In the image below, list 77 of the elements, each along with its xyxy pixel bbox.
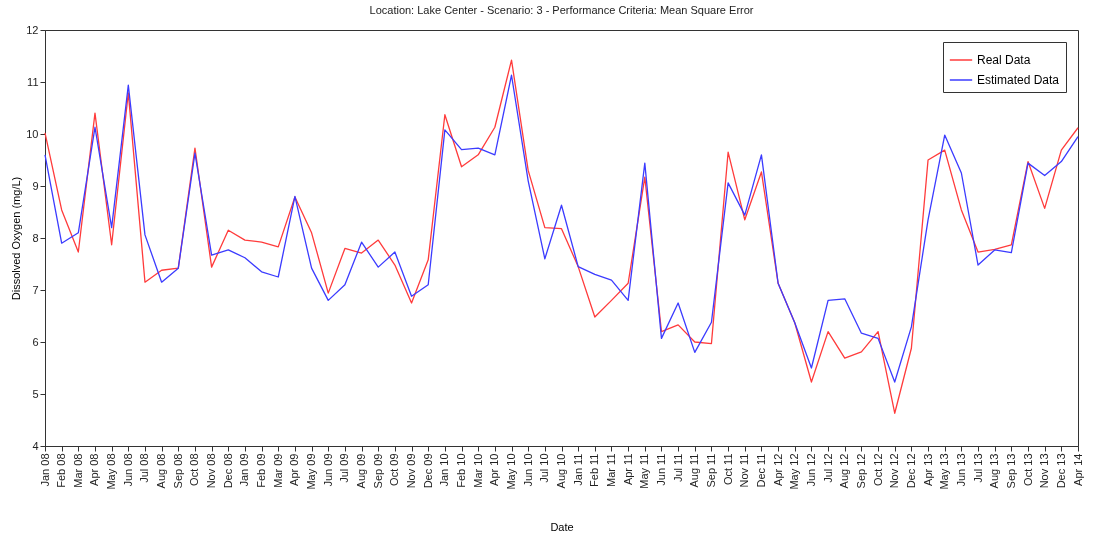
x-tick-label: Jun 13 [954, 453, 967, 487]
x-tick-label: Dec 11 [754, 453, 767, 488]
x-tick-label: Feb 08 [55, 453, 68, 488]
x-tick-label: Apr 14 [1071, 453, 1084, 486]
y-tick-label: 4 [32, 439, 39, 452]
x-tick-label: Aug 11 [688, 453, 701, 488]
x-tick-label: Jul 08 [138, 453, 151, 483]
x-tick-label: May 08 [105, 453, 118, 490]
y-tick-label: 8 [32, 231, 39, 244]
y-tick-label: 5 [32, 387, 39, 400]
x-tick-label: Sep 08 [171, 453, 184, 489]
y-tick-label: 11 [27, 75, 39, 88]
x-tick-label: May 09 [305, 453, 318, 490]
x-tick-label: Mar 10 [471, 453, 484, 488]
x-tick-label: Feb 09 [255, 453, 268, 488]
x-tick-label: Mar 09 [271, 453, 284, 488]
x-tick-label: Jun 09 [321, 453, 334, 487]
x-tick-label: Apr 12 [771, 453, 784, 486]
x-tick-label: Mar 11 [604, 453, 617, 487]
chart-title: Location: Lake Center - Scenario: 3 - Performance Criteria: Mean Square Error [369, 4, 754, 16]
x-tick-label: May 12 [788, 453, 801, 490]
x-tick-label: Nov 11 [738, 453, 751, 488]
x-tick-label: Sep 09 [371, 453, 384, 489]
x-tick-label: Nov 09 [405, 453, 418, 489]
y-tick-label: 9 [32, 179, 39, 192]
x-tick-label: Apr 08 [88, 453, 101, 486]
x-tick-label: Dec 09 [421, 453, 434, 489]
x-tick-label: Oct 12 [871, 453, 884, 486]
legend-label: Real Data [977, 53, 1031, 67]
x-tick-label: Feb 11 [588, 453, 601, 487]
x-tick-label: Oct 11 [721, 453, 734, 486]
x-tick-label: Oct 09 [388, 453, 401, 486]
y-axis-title: Dissolved Oxygen (mg/L) [10, 176, 23, 301]
x-tick-label: Nov 08 [205, 453, 218, 489]
x-tick-label: Aug 08 [155, 453, 168, 489]
y-tick-label: 6 [32, 335, 39, 348]
x-tick-label: Apr 10 [488, 453, 501, 486]
x-tick-label: Apr 13 [921, 453, 934, 486]
y-tick-label: 12 [26, 23, 39, 36]
x-tick-label: Dec 12 [904, 453, 917, 489]
y-tick-label: 10 [26, 127, 39, 140]
x-tick-label: May 11 [638, 453, 651, 489]
x-axis-title: Date [550, 520, 574, 533]
x-tick-label: Jul 10 [538, 453, 551, 483]
x-tick-label: Dec 08 [221, 453, 234, 489]
x-tick-label: Sep 12 [854, 453, 867, 489]
x-tick-label: Jan 08 [38, 453, 51, 487]
x-tick-label: Jun 10 [521, 453, 534, 487]
x-tick-label: Jun 12 [804, 453, 817, 487]
x-tick-label: Jul 13 [971, 453, 984, 483]
x-tick-label: Mar 08 [71, 453, 84, 488]
x-tick-label: Jul 09 [338, 453, 351, 483]
x-tick-label: Feb 10 [455, 453, 468, 488]
x-tick-label: Jul 11 [671, 453, 684, 483]
x-tick-label: Jun 08 [121, 453, 134, 487]
x-tick-label: Nov 13 [1038, 453, 1051, 489]
legend-label: Estimated Data [977, 73, 1060, 87]
x-tick-label: Apr 11 [621, 453, 634, 486]
x-tick-label: Aug 09 [355, 453, 368, 489]
x-tick-label: Oct 13 [1021, 453, 1034, 486]
x-tick-label: Jul 12 [821, 453, 834, 483]
x-tick-label: Jun 11 [654, 453, 667, 486]
x-tick-label: May 13 [938, 453, 951, 490]
x-tick-label: Aug 12 [838, 453, 851, 489]
x-tick-label: Jan 10 [438, 453, 451, 487]
x-tick-label: Sep 13 [1004, 453, 1017, 489]
x-tick-label: Jan 09 [238, 453, 251, 487]
x-tick-label: Sep 11 [704, 453, 717, 488]
x-tick-label: Aug 13 [988, 453, 1001, 489]
x-tick-label: Dec 13 [1054, 453, 1067, 489]
x-tick-label: Oct 08 [188, 453, 201, 486]
x-tick-label: Aug 10 [555, 453, 567, 489]
y-tick-label: 7 [32, 283, 39, 296]
x-tick-label: Jan 11 [571, 453, 584, 486]
x-tick-label: May 10 [505, 453, 518, 490]
x-tick-label: Apr 09 [288, 453, 301, 486]
x-tick-label: Nov 12 [888, 453, 901, 489]
